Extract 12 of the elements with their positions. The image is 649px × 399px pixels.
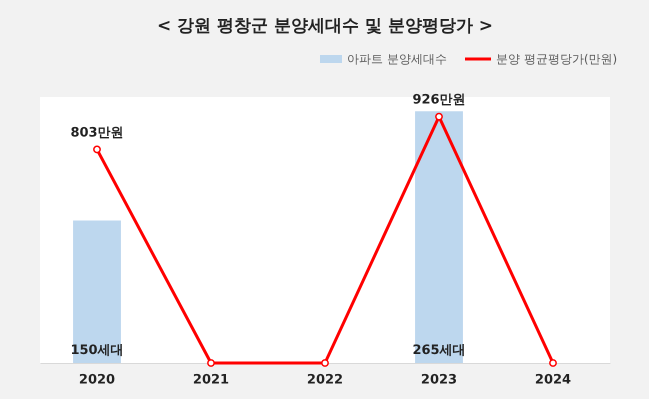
legend-label: 아파트 분양세대수 xyxy=(347,52,447,66)
x-tick-label: 2024 xyxy=(534,372,572,388)
data-label: 926만원 xyxy=(412,92,466,108)
x-tick-label: 2021 xyxy=(192,372,230,388)
x-tick-label: 2022 xyxy=(306,372,344,388)
data-label: 803만원 xyxy=(70,125,124,140)
data-label: 150세대 xyxy=(70,343,124,358)
legend-label: 분양 평균평당가(만원) xyxy=(496,52,618,66)
chart-title: < 강원 평창군 분양세대수 및 분양평당가 > xyxy=(157,16,493,36)
x-tick-label: 2020 xyxy=(78,372,116,388)
data-label: 265세대 xyxy=(412,343,466,358)
x-tick-label: 2023 xyxy=(420,372,458,388)
